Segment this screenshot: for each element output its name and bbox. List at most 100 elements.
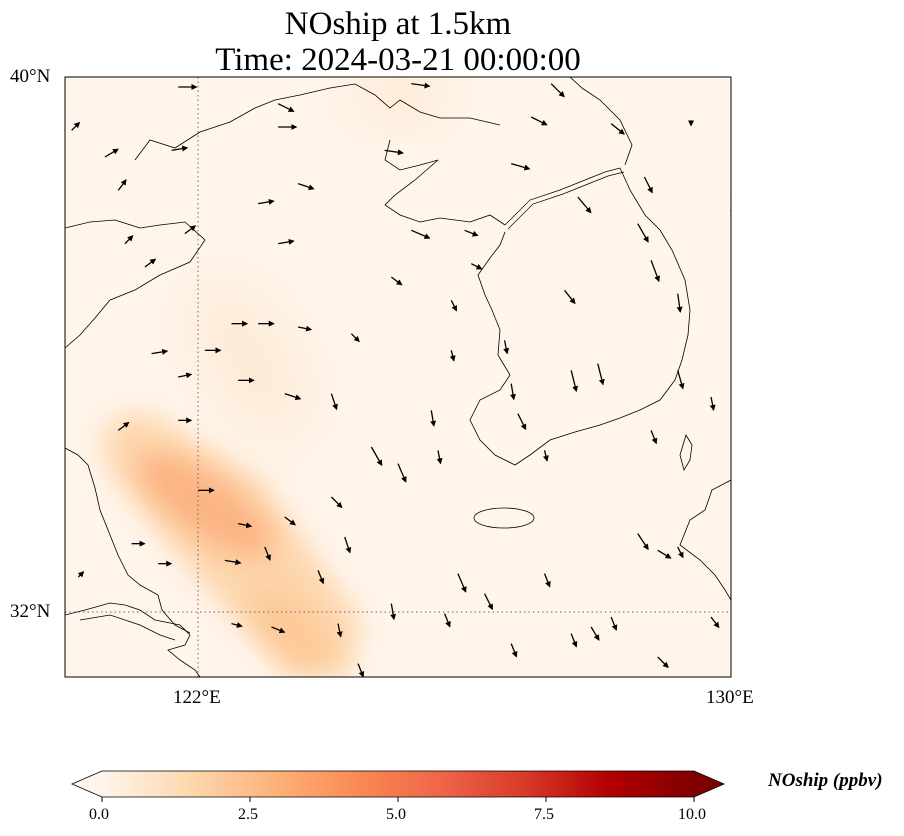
wind-arrow <box>238 522 253 529</box>
wind-arrow <box>330 393 338 411</box>
wind-arrow <box>677 370 685 390</box>
wind-arrow <box>483 593 493 611</box>
map-frame <box>64 76 732 678</box>
wind-arrow <box>457 573 467 593</box>
wind-arrow <box>610 123 625 135</box>
colorbar-extend-max <box>694 771 724 797</box>
wind-arrow <box>336 623 343 638</box>
wind-arrow <box>117 179 127 191</box>
colorbar-tick-2-5: 2.5 <box>238 806 258 823</box>
lat-tick-40: 40°N <box>10 66 51 87</box>
coast-kyushu <box>679 479 731 601</box>
wind-arrow <box>277 103 295 113</box>
map-background <box>65 77 731 677</box>
wind-arrow <box>657 656 669 669</box>
wind-arrow <box>511 163 531 171</box>
wind-arrow <box>657 549 672 559</box>
wind-arrow <box>450 300 458 312</box>
wind-arrow <box>178 372 193 379</box>
lat-tick-32: 32°N <box>10 601 51 622</box>
wind-arrow <box>563 289 576 305</box>
lon-tick-122: 122°E <box>173 687 221 708</box>
wind-arrow <box>117 421 130 431</box>
wind-arrow <box>510 643 518 658</box>
wind-arrow <box>231 622 243 628</box>
wind-arrow <box>503 340 510 355</box>
lon-tick-130: 130°E <box>706 687 754 708</box>
colorbar-tick-0: 0.0 <box>89 806 109 823</box>
map-title-line1: NOship at 1.5km <box>284 6 512 42</box>
wind-arrow <box>577 196 592 214</box>
wind-arrow <box>271 626 286 634</box>
wind-arrow <box>709 396 716 411</box>
wind-arrow <box>384 149 404 156</box>
wind-arrow <box>284 516 296 526</box>
wind-arrow <box>258 198 275 205</box>
wind-arrow <box>610 616 618 631</box>
coast-north-korea-east <box>569 77 633 166</box>
wind-arrow <box>430 410 437 427</box>
wind-arrow <box>637 223 649 243</box>
wind-arrow <box>411 229 431 239</box>
wind-arrow <box>470 263 483 270</box>
border-yalu <box>504 167 621 226</box>
wind-arrow <box>71 121 81 131</box>
colorbar-extend-min <box>72 771 102 797</box>
wind-arrow <box>390 603 397 621</box>
wind-arrow <box>104 148 119 158</box>
map-title-line2: Time: 2024-03-21 00:00:00 <box>215 42 581 78</box>
wind-arrow <box>264 546 271 561</box>
coastlines <box>65 77 731 677</box>
wind-arrow <box>590 626 600 641</box>
wind-arrow <box>411 82 431 89</box>
plume-faint-mid <box>193 279 307 441</box>
wind-arrow <box>637 533 649 551</box>
wind-arrow <box>357 663 365 677</box>
colorbar-label: NOship (ppbv) <box>768 770 883 791</box>
colorbar-tick-10: 10.0 <box>678 806 706 823</box>
wind-arrow <box>677 546 684 559</box>
wind-arrow <box>397 463 407 483</box>
wind-arrow <box>650 260 660 283</box>
wind-arrow <box>297 183 315 191</box>
wind-arrow <box>570 370 579 393</box>
tsushima-island <box>679 434 693 472</box>
wind-arrow <box>550 83 565 98</box>
wind-arrow <box>124 235 134 245</box>
wind-vectors <box>71 82 731 677</box>
wind-arrow <box>710 616 720 629</box>
wind-arrow <box>278 238 295 245</box>
wind-arrow <box>464 229 479 237</box>
wind-arrow <box>650 430 658 445</box>
coast-liaodong <box>384 139 506 226</box>
map-area <box>65 77 731 677</box>
wind-arrow <box>390 276 403 286</box>
wind-arrow <box>171 145 189 152</box>
jeju-island <box>473 507 535 529</box>
wind-arrow <box>597 363 605 386</box>
plume-south <box>251 591 329 669</box>
wind-arrow <box>370 446 383 467</box>
wind-arrow <box>284 393 302 401</box>
coast-liaoning <box>134 83 501 161</box>
wind-arrow <box>77 571 85 578</box>
colorbar <box>70 770 726 802</box>
colorbar-tick-7-5: 7.5 <box>534 806 554 823</box>
wind-arrow <box>543 573 551 588</box>
border-yalu-2 <box>507 171 625 230</box>
wind-arrow <box>570 633 578 648</box>
coast-korea <box>469 167 691 466</box>
colorbar-tick-5: 5.0 <box>386 806 406 823</box>
coast-chongming <box>79 614 176 641</box>
wind-arrow <box>151 348 169 355</box>
coast-jiangsu <box>65 447 191 634</box>
wind-arrow <box>184 225 197 235</box>
wind-arrow <box>344 536 352 554</box>
wind-arrow <box>436 450 443 465</box>
concentration-field <box>100 77 450 677</box>
wind-arrow <box>224 559 242 566</box>
plume-core <box>137 452 273 558</box>
wind-arrow <box>144 258 157 268</box>
wind-arrow <box>317 570 325 585</box>
